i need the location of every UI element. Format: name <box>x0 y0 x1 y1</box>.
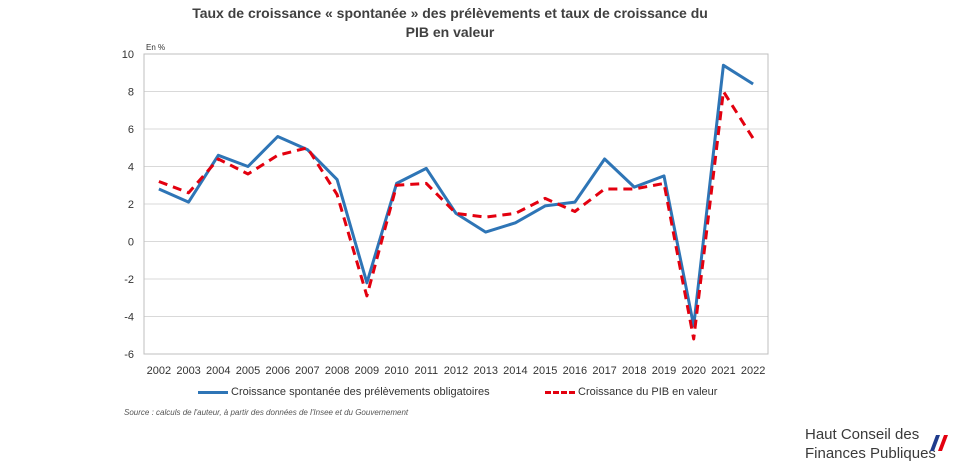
hcfp-logo: Haut Conseil des Finances Publiques <box>805 425 948 463</box>
series-line-0 <box>158 63 754 328</box>
chart-title: Taux de croissance « spontanée » des pré… <box>150 4 750 42</box>
gridlines <box>144 53 768 355</box>
y-axis-ticks: -6 -4 -2 0 2 4 6 8 10 <box>122 49 134 361</box>
x-tick-label: 2003 <box>176 365 200 377</box>
x-tick-label: 2008 <box>325 365 349 377</box>
logo-line2: Finances Publiques <box>805 445 936 462</box>
x-tick-label: 2010 <box>384 365 408 377</box>
y-tick-label: 6 <box>128 124 134 136</box>
legend-swatch-dashed <box>545 390 575 394</box>
x-tick-label: 2007 <box>295 365 319 377</box>
chart-title-line2: PIB en valeur <box>405 24 495 40</box>
flag-icon <box>930 435 948 451</box>
x-tick-label: 2021 <box>711 365 735 377</box>
x-tick-label: 2017 <box>592 365 616 377</box>
x-tick-label: 2015 <box>533 365 557 377</box>
x-tick-label: 2004 <box>206 365 230 377</box>
x-tick-label: 2002 <box>147 365 171 377</box>
x-tick-label: 2022 <box>741 365 765 377</box>
unit-label: En % <box>146 43 165 52</box>
y-tick-label: 4 <box>128 162 134 174</box>
legend-swatch-solid <box>198 390 228 394</box>
x-tick-label: 2009 <box>355 365 379 377</box>
logo-line1: Haut Conseil des <box>805 426 920 443</box>
y-tick-label: 10 <box>122 49 134 61</box>
x-tick-label: 2006 <box>265 365 289 377</box>
y-tick-label: 8 <box>128 87 134 99</box>
x-tick-label: 2016 <box>563 365 587 377</box>
legend-item-prelevements: Croissance spontanée des prélèvements ob… <box>198 386 490 398</box>
x-tick-label: 2011 <box>414 365 438 377</box>
y-tick-label: 0 <box>128 237 134 249</box>
x-tick-label: 2005 <box>236 365 260 377</box>
series-line-1 <box>158 90 755 341</box>
x-tick-label: 2019 <box>652 365 676 377</box>
y-tick-label: 2 <box>128 199 134 211</box>
x-tick-label: 2018 <box>622 365 646 377</box>
y-tick-label: -4 <box>124 312 134 324</box>
chart-title-line1: Taux de croissance « spontanée » des pré… <box>192 5 708 21</box>
x-tick-label: 2013 <box>473 365 497 377</box>
y-tick-label: -6 <box>124 349 134 361</box>
legend-item-pib: Croissance du PIB en valeur <box>545 386 717 398</box>
y-tick-label: -2 <box>124 274 134 286</box>
series-group <box>158 63 755 341</box>
x-tick-label: 2014 <box>503 365 527 377</box>
x-axis-ticks: 2002 2003 2004 2005 2006 2007 2008 2009 2010 2011… <box>147 365 766 377</box>
x-tick-label: 2012 <box>444 365 468 377</box>
legend-label-pib: Croissance du PIB en valeur <box>578 386 718 398</box>
source-note: Source : calculs de l'auteur, à partir d… <box>124 408 409 417</box>
legend-label-prelevements: Croissance spontanée des prélèvements ob… <box>231 386 490 398</box>
x-tick-label: 2020 <box>681 365 705 377</box>
plot-frame <box>143 53 769 355</box>
